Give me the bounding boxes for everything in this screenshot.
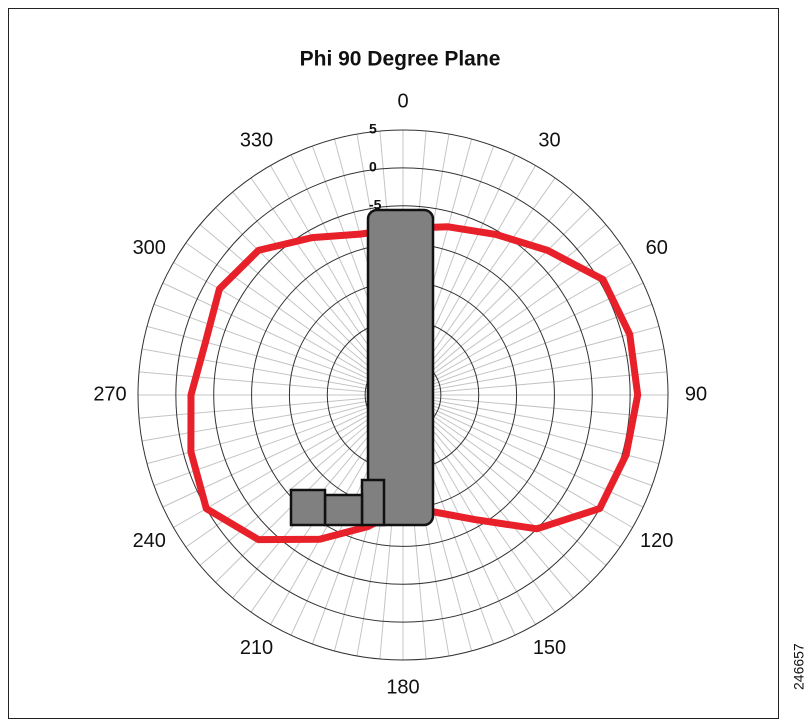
spoke-grid-line bbox=[402, 282, 644, 396]
antenna-part bbox=[323, 493, 364, 527]
antenna-body bbox=[366, 208, 435, 527]
chart-title: Phi 90 Degree Plane bbox=[300, 48, 501, 71]
spoke-grid-line bbox=[146, 325, 404, 396]
spoke-grid-line bbox=[402, 262, 633, 396]
angle-tick-label: 210 bbox=[240, 637, 273, 659]
spoke-grid-line bbox=[402, 348, 665, 396]
angle-tick-label: 300 bbox=[133, 237, 166, 259]
spoke-grid-line bbox=[402, 394, 607, 566]
angle-tick-label: 270 bbox=[93, 383, 126, 405]
ring-grid-line bbox=[137, 129, 669, 661]
angle-tick-label: 330 bbox=[240, 130, 273, 152]
angle-tick-label: 240 bbox=[133, 530, 166, 552]
spoke-grid-line bbox=[138, 371, 404, 396]
ring-grid-line bbox=[213, 205, 593, 585]
spoke-grid-line bbox=[402, 394, 633, 528]
figure-id: 246657 bbox=[791, 643, 807, 690]
spoke-grid-line bbox=[402, 394, 653, 487]
antenna-part bbox=[360, 478, 386, 527]
radial-tick-label: -5 bbox=[369, 196, 382, 212]
angle-tick-label: 150 bbox=[533, 637, 566, 659]
angle-tick-label: 60 bbox=[646, 237, 668, 259]
angle-tick-label: 180 bbox=[386, 676, 419, 698]
antenna-icon bbox=[289, 208, 435, 527]
angle-tick-label: 0 bbox=[397, 90, 408, 112]
spoke-grid-line bbox=[141, 394, 404, 442]
antenna-part bbox=[289, 488, 327, 527]
spoke-grid-line bbox=[402, 394, 665, 442]
radial-tick-label: 0 bbox=[369, 159, 377, 175]
ring-grid-line bbox=[175, 167, 631, 623]
spoke-grid-line bbox=[138, 394, 404, 419]
spoke-grid-line bbox=[173, 394, 404, 528]
spoke-grid-line bbox=[402, 394, 660, 465]
spoke-grid-line bbox=[402, 325, 660, 396]
spoke-grid-line bbox=[141, 348, 404, 396]
spoke-grid-line bbox=[402, 371, 668, 396]
spoke-grid-line bbox=[402, 394, 644, 508]
spoke-grid-line bbox=[402, 394, 668, 419]
radial-tick-label: 5 bbox=[369, 121, 377, 137]
spoke-grid-line bbox=[153, 303, 404, 396]
spoke-grid-line bbox=[402, 303, 653, 396]
angle-tick-label: 120 bbox=[640, 530, 673, 552]
angle-tick-label: 30 bbox=[538, 130, 560, 152]
angle-tick-label: 90 bbox=[685, 383, 707, 405]
spoke-grid-line bbox=[402, 394, 621, 548]
spoke-grid-line bbox=[162, 282, 404, 396]
spoke-grid-line bbox=[402, 224, 607, 396]
spoke-grid-line bbox=[173, 262, 404, 396]
